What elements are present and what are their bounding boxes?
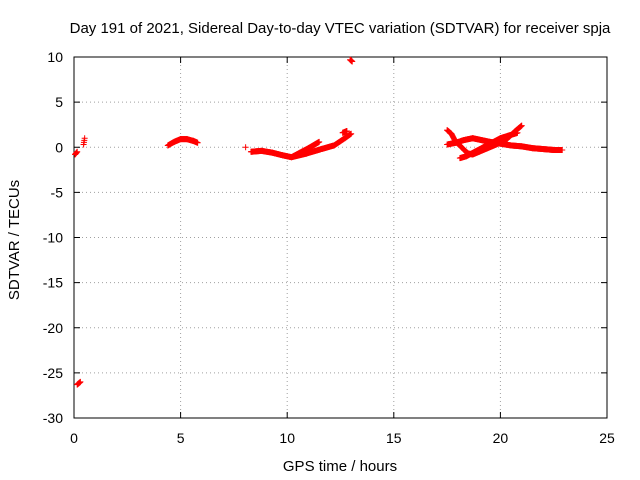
data-point-marker <box>242 144 249 151</box>
y-tick-label: 0 <box>55 139 63 155</box>
y-tick-labels: 10 5 0 -5 -10 -15 -20 -25 -30 <box>43 49 63 426</box>
x-tick-label: 20 <box>493 430 509 446</box>
y-tick-label: -30 <box>43 410 63 426</box>
data-point-marker <box>514 129 521 136</box>
chart-title: Day 191 of 2021, Sidereal Day-to-day VTE… <box>70 20 611 37</box>
y-axis-label: SDTVAR / TECUs <box>6 180 23 300</box>
y-tick-label: 10 <box>47 49 63 65</box>
data-point-marker <box>348 130 355 137</box>
grid <box>74 57 607 418</box>
data-point-marker <box>194 139 201 146</box>
data-point-marker <box>74 148 81 155</box>
data-point-marker <box>81 135 88 142</box>
x-tick-label: 0 <box>70 430 78 446</box>
data-point-marker <box>316 138 323 145</box>
x-tick-labels: 0 5 10 15 20 25 <box>70 430 615 446</box>
data-points <box>72 56 566 388</box>
y-tick-label: -25 <box>43 365 63 381</box>
data-point-marker <box>77 378 84 385</box>
plot-frame <box>73 56 608 419</box>
x-axis-label: GPS time / hours <box>283 458 397 475</box>
x-tick-label: 5 <box>177 430 185 446</box>
y-tick-label: -10 <box>43 230 63 246</box>
x-tick-label: 25 <box>599 430 615 446</box>
y-tick-label: 5 <box>55 94 63 110</box>
data-point-marker <box>349 58 356 65</box>
data-point-marker <box>343 128 350 135</box>
y-tick-label: -20 <box>43 320 63 336</box>
y-tick-label: -5 <box>51 184 64 200</box>
data-point-marker <box>559 146 566 153</box>
x-tick-label: 10 <box>279 430 295 446</box>
x-tick-label: 15 <box>386 430 402 446</box>
y-tick-label: -15 <box>43 275 63 291</box>
axis-ticks <box>73 56 608 419</box>
data-point-marker <box>518 122 525 129</box>
